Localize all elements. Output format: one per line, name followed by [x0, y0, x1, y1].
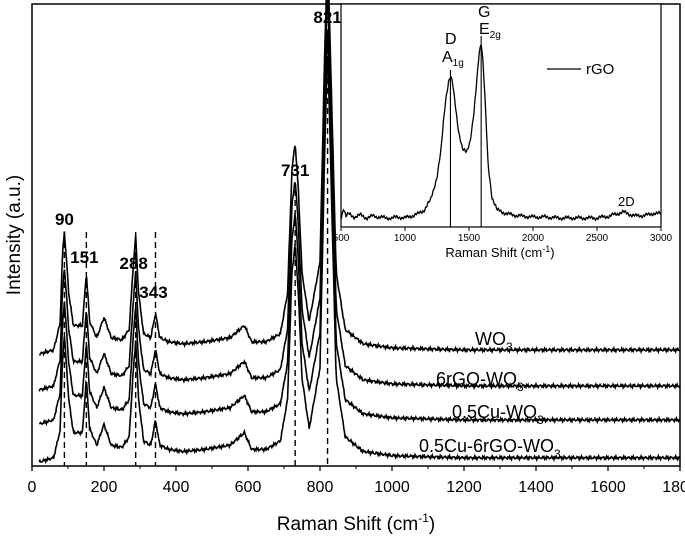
- main-x-ticks: 0 200 400 600 800 1000 1200 1400 1600 1800: [28, 466, 685, 496]
- main-x-tick-label-0: 0: [28, 479, 37, 496]
- main-y-axis-label: Intensity (a.u.): [4, 175, 25, 295]
- inset-x-tick-label-1500: 1500: [458, 233, 481, 244]
- inset-x-axis-label: Raman Shift (cm-1): [445, 244, 554, 260]
- inset-peak-lines: [449, 36, 482, 227]
- main-x-tick-label-1800: 1800: [662, 479, 685, 496]
- inset-annotation-a1g: A1g: [442, 49, 464, 69]
- series-label-0: WO3: [475, 329, 513, 354]
- main-x-tick-label-1200: 1200: [446, 479, 482, 496]
- series-labels: WO3 6rGO-WO3 0.5Cu-WO3 0.5Cu-6rGO-WO3: [419, 329, 561, 461]
- series-line-2: [38, 28, 681, 427]
- dashed-reference-lines: [63, 38, 329, 466]
- peak-label-343: 343: [139, 283, 167, 302]
- inset-rgo-line: [340, 44, 662, 222]
- inset-annotation-d: D: [445, 31, 457, 48]
- inset-x-ticks: 500 1000 1500 2000 2500 3000: [333, 227, 673, 244]
- main-x-axis-label: Raman Shift (cm-1): [277, 511, 435, 535]
- series-label-3: 0.5Cu-6rGO-WO3: [419, 436, 561, 461]
- peak-label-821: 821: [313, 8, 341, 27]
- inset-x-tick-label-500: 500: [333, 233, 350, 244]
- main-x-tick-label-1000: 1000: [374, 479, 410, 496]
- inset-x-tick-label-2000: 2000: [522, 233, 545, 244]
- main-series-group: [38, 0, 681, 465]
- series-label-2: 0.5Cu-WO3: [452, 402, 544, 427]
- main-x-tick-label-1600: 1600: [590, 479, 626, 496]
- inset-x-tick-label-1000: 1000: [394, 233, 417, 244]
- inset-x-tick-label-3000: 3000: [650, 233, 673, 244]
- inset-plot-frame: [340, 3, 662, 228]
- main-x-tick-label-1400: 1400: [518, 479, 554, 496]
- series-line-1: [38, 0, 681, 393]
- inset-x-tick-label-2500: 2500: [586, 233, 609, 244]
- main-x-tick-label-400: 400: [163, 479, 190, 496]
- peak-label-151: 151: [70, 248, 98, 267]
- inset-annotation-e2g: E2g: [479, 21, 501, 41]
- main-x-tick-label-200: 200: [91, 479, 118, 496]
- peak-label-90: 90: [55, 210, 74, 229]
- peak-label-288: 288: [119, 254, 147, 273]
- series-line-0: [38, 0, 681, 357]
- main-x-tick-label-800: 800: [307, 479, 334, 496]
- main-x-tick-label-600: 600: [235, 479, 262, 496]
- series-label-1: 6rGO-WO3: [436, 369, 524, 394]
- inset-series-group: [340, 44, 662, 222]
- series-line-3: [38, 55, 681, 465]
- inset-annotation-2d: 2D: [618, 194, 635, 209]
- peak-label-731: 731: [281, 161, 309, 180]
- peak-labels: 90 151 288 343 731 821: [55, 8, 342, 302]
- inset-legend-label: rGO: [586, 61, 614, 78]
- inset-annotation-g: G: [478, 4, 490, 21]
